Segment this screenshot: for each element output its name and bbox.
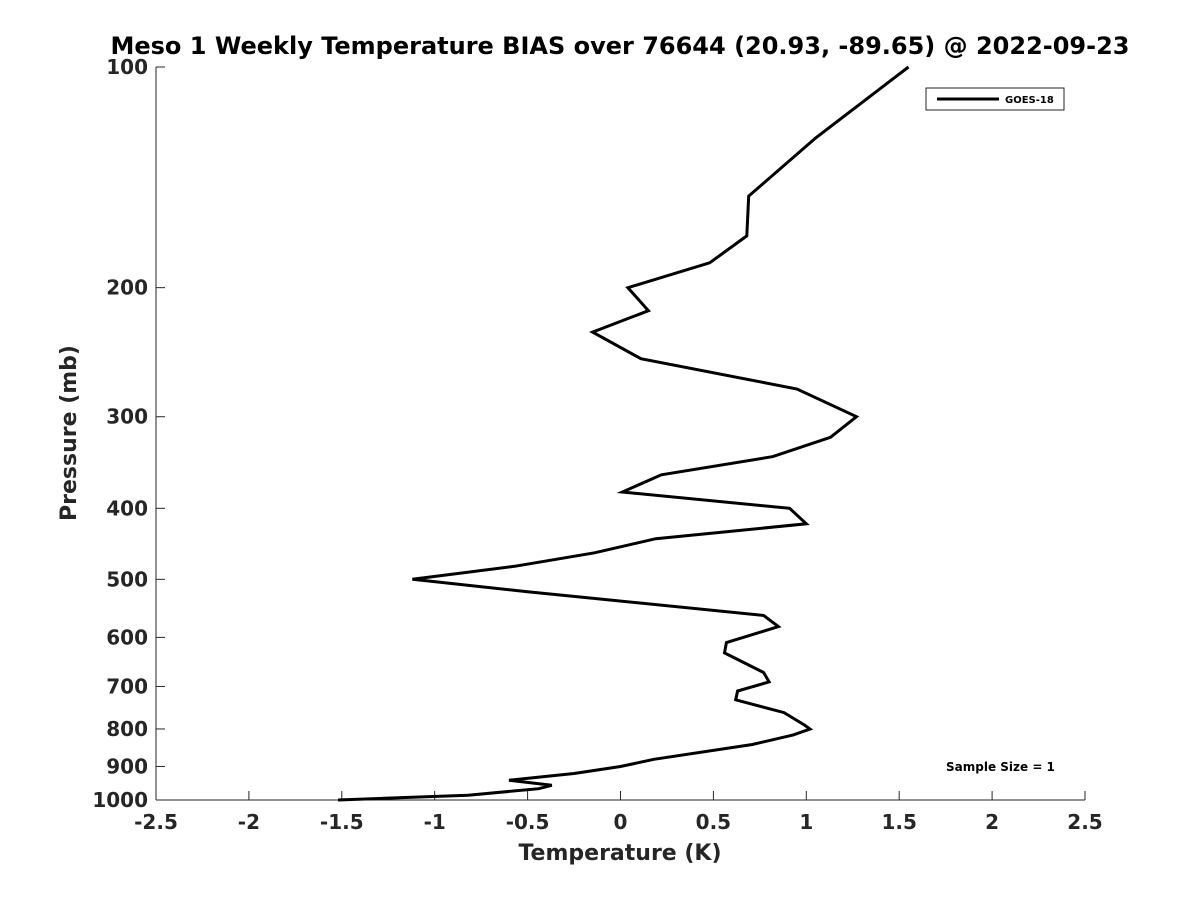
chart-title: Meso 1 Weekly Temperature BIAS over 7664… <box>110 32 1129 60</box>
x-tick-label: -1.5 <box>320 810 364 834</box>
x-axis-label: Temperature (K) <box>518 841 721 866</box>
x-tick-label: 0 <box>614 810 628 834</box>
plot-background <box>156 67 1085 800</box>
x-tick-label: -2.5 <box>134 810 178 834</box>
x-tick-label: 2.5 <box>1067 810 1102 834</box>
y-tick-label: 800 <box>106 717 148 741</box>
y-tick-label: 900 <box>106 754 148 778</box>
y-tick-label: 200 <box>106 276 148 300</box>
series-layer <box>338 65 910 802</box>
y-tick-label: 1000 <box>92 788 148 812</box>
y-axis-label: Pressure (mb) <box>57 345 82 521</box>
y-tick-label: 400 <box>106 496 148 520</box>
x-tick-label: -2 <box>238 810 260 834</box>
plot-area <box>155 67 1085 801</box>
legend-entry-goes-18: GOES-18 <box>1005 95 1054 106</box>
x-tick-label: 2 <box>985 810 999 834</box>
x-axis-ticks: -2.5 -2 -1.5 -1 -0.5 0 0.5 1 1.5 2 2.5 <box>134 791 1103 834</box>
sample-size-annotation: Sample Size = 1 <box>946 760 1055 774</box>
legend: GOES-18 <box>925 87 1065 111</box>
y-axis-ticks: 100 200 300 400 500 600 700 800 900 1000 <box>92 55 165 812</box>
y-tick-label: 300 <box>106 405 148 429</box>
y-tick-label: 100 <box>106 55 148 79</box>
y-tick-label: 700 <box>106 674 148 698</box>
series-line-goes-18 <box>338 65 910 802</box>
x-tick-label: 0.5 <box>696 810 731 834</box>
y-tick-label: 500 <box>106 567 148 591</box>
x-tick-label: 1.5 <box>881 810 916 834</box>
x-tick-label: -0.5 <box>506 810 550 834</box>
x-tick-label: 1 <box>799 810 813 834</box>
y-tick-label: 600 <box>106 625 148 649</box>
x-tick-label: -1 <box>424 810 446 834</box>
